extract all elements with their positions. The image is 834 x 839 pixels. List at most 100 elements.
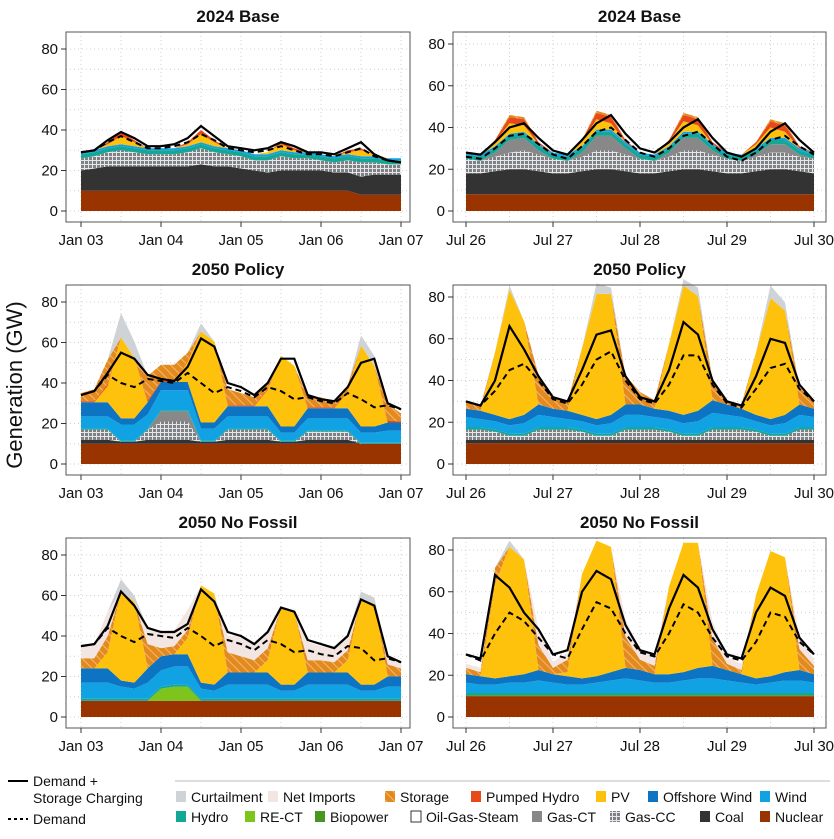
x-tick-label: Jul 29 [707,232,747,249]
x-tick-label: Jul 27 [533,232,573,249]
x-tick-label: Jul 30 [794,485,834,502]
area-wind [81,390,401,443]
y-tick-label: 40 [428,120,445,137]
demand-storage-line [80,336,402,411]
area-re-ct [81,686,401,701]
area-hydro [466,131,814,161]
area-wind [466,412,814,434]
legend-label: Oil-Gas-Steam [426,809,519,825]
y-tick-label: 80 [41,294,58,311]
area-nuclear [466,443,814,464]
x-tick-label: Jul 28 [620,485,660,502]
y-tick-label: 60 [41,588,58,605]
legend-swatch-wind [760,791,770,802]
legend-swatch-re-ct [245,811,255,822]
x-tick-label: Jan 04 [138,485,183,502]
legend-swatch-curtailment [176,791,186,802]
y-tick-label: 0 [437,456,445,473]
x-tick-label: Jan 07 [378,738,423,755]
y-tick-label: 20 [41,669,58,686]
x-tick-label: Jan 04 [138,738,183,755]
x-tick-label: Jul 26 [446,232,486,249]
x-tick-label: Jan 04 [138,232,183,249]
area-pv [81,134,401,159]
area-gas-cc [81,148,401,177]
y-tick-label: 20 [41,416,58,433]
y-tick-label: 0 [50,709,58,726]
y-tick-label: 80 [41,547,58,564]
legend-label: Offshore Wind [663,789,752,805]
y-tick-label: 40 [41,375,58,392]
area-nuclear [466,696,814,717]
area-gas-ct [466,135,814,161]
area-nuclear [466,194,814,211]
y-tick-label: 60 [428,331,445,348]
area-offshore-wind [466,400,814,426]
y-tick-label: 60 [41,82,58,99]
y-tick-label: 20 [41,163,58,180]
panel-title: 2050 No Fossil [178,513,297,532]
legend-swatch-biopower [315,811,325,822]
area-pv [466,540,814,679]
legend-label: Demand + [33,773,98,789]
area-coal [466,169,814,195]
x-tick-label: Jan 05 [218,232,263,249]
legend-swatch-storage [385,791,395,802]
area-offshore-wind [81,654,401,691]
legend-label: Demand [33,811,86,827]
legend-label: Curtailment [191,789,263,805]
panel-1: 0 20 40 60 80 Jan 03 Jan 04 Jan 05 Jan 06 Jan 07 2… [41,7,423,249]
legend-swatch-pumped-hydro [471,791,481,802]
area-hydro [466,693,814,696]
legend-label: Storage Charging [33,790,143,806]
area-gas-cc [466,150,814,174]
area-net-imports [81,585,401,669]
y-tick-label: 40 [41,628,58,645]
y-tick-label: 20 [428,667,445,684]
demand-storage-line [80,124,402,164]
area-gas-cc [466,429,814,440]
legend-label: Nuclear [775,809,824,825]
area-hydro [81,684,401,701]
demand-line [80,132,402,164]
y-tick-label: 0 [437,203,445,220]
legend-label: Pumped Hydro [486,789,580,805]
demand-storage-line [465,320,815,407]
area-storage [81,585,401,677]
panel-4: 0 20 40 60 80 Jul 26 Jul 27 Jul 28 Jul 29 Jul 30 2… [428,260,834,502]
legend-swatch-net-imports [268,791,278,802]
plot-frame [65,284,411,476]
demand-line [80,371,402,411]
demand-line [465,349,815,409]
y-tick-label: 0 [50,203,58,220]
area-nuclear [81,443,401,464]
area-nuclear [81,190,401,211]
demand-line [80,626,402,664]
area-offshore-wind [81,382,401,433]
area-biopower [466,695,814,697]
legend-label: Gas-CC [625,809,676,825]
legend-label: Biopower [330,809,389,825]
x-tick-label: Jul 26 [446,485,486,502]
legend-label: Storage [400,789,449,805]
legend-swatch-oil-gas-steam [410,810,422,823]
y-tick-label: 80 [41,41,58,58]
x-tick-label: Jan 03 [58,485,103,502]
legend-swatch-offshore-wind [648,791,658,802]
x-tick-label: Jan 03 [58,738,103,755]
legend-label: Wind [775,789,807,805]
panel-6: 0 20 40 60 80 Jul 26 Jul 27 Jul 28 Jul 29 Jul 30 2… [428,513,834,755]
legend-label: PV [611,789,630,805]
legend: Demand +Storage Charging Demand Curtailmen… [8,773,830,827]
area-wind [466,678,814,693]
area-wind [81,666,401,699]
panel-title: 2024 Base [196,7,279,26]
legend-swatch-coal [700,811,710,822]
x-tick-label: Jan 05 [218,738,263,755]
x-tick-label: Jul 27 [533,738,573,755]
legend-swatch-nuclear [760,811,770,822]
legend-label: RE-CT [260,809,303,825]
y-tick-label: 80 [428,36,445,53]
area-pv [81,585,401,685]
